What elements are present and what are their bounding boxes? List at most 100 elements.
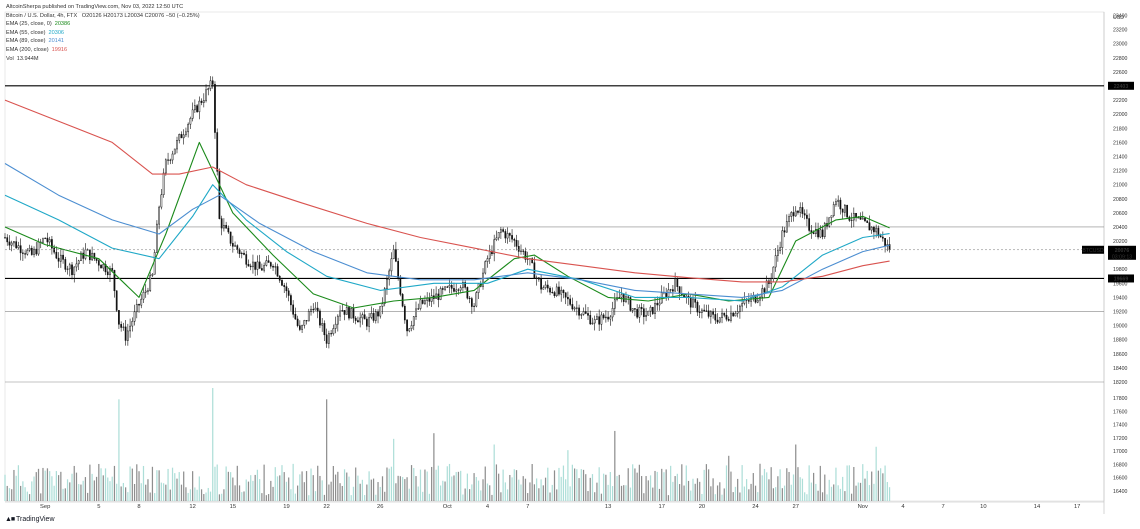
volume-bar	[227, 471, 229, 501]
volume-bar	[413, 468, 415, 501]
tradingview-brand[interactable]: ▲■ TradingView	[5, 516, 55, 523]
candle-body	[763, 288, 766, 293]
time-tick-label: Nov	[858, 504, 868, 510]
volume-bar	[556, 489, 558, 501]
candle-body	[707, 310, 710, 317]
candle-body	[303, 320, 306, 326]
volume-bar	[187, 492, 189, 501]
volume-bar	[477, 480, 480, 501]
price-tick-label: 20200	[1113, 239, 1128, 245]
volume-bar	[502, 469, 504, 501]
candle-body	[247, 264, 250, 267]
candle-body	[176, 139, 178, 150]
volume-bar	[518, 479, 520, 501]
ema-line	[4, 141, 890, 309]
candle-body	[269, 262, 272, 267]
candle-body	[884, 237, 886, 247]
legend-row[interactable]: EMA (25, close, 0) 20386	[6, 20, 200, 29]
volume-bar	[31, 481, 33, 501]
candle-body	[249, 265, 252, 268]
candle-body	[227, 227, 230, 233]
volume-bar	[22, 481, 24, 501]
candle-body	[830, 215, 833, 218]
volume-bar	[573, 468, 576, 501]
volume-bar	[745, 479, 748, 501]
volume-bar	[372, 478, 375, 501]
candle-body	[774, 255, 777, 268]
volume-bar	[495, 464, 498, 501]
price-tick-label: 21000	[1113, 183, 1128, 189]
volume-bar	[685, 465, 687, 501]
candle-body	[522, 250, 525, 252]
volume-bar	[451, 476, 453, 501]
volume-bar	[754, 485, 757, 501]
volume-bar	[341, 485, 343, 501]
volume-bar	[457, 471, 460, 501]
candle-body	[290, 295, 292, 306]
candle-body	[171, 153, 174, 161]
candle-body	[555, 286, 558, 296]
candle-body	[30, 247, 33, 255]
ema-line	[4, 184, 890, 302]
volume-bar	[42, 467, 44, 501]
volume-bar	[185, 487, 187, 501]
volume-bar	[806, 494, 808, 501]
legend-row[interactable]: EMA (89, close) 20141	[6, 37, 200, 46]
volume-bar	[352, 486, 355, 501]
volume-bar	[368, 471, 370, 501]
volume-bar	[167, 468, 169, 501]
legend-row[interactable]: EMA (200, close) 19916	[6, 46, 200, 55]
candle-body	[216, 132, 219, 172]
volume-bar	[218, 494, 221, 501]
volume-bar	[377, 482, 379, 501]
candle-body	[164, 159, 167, 174]
time-tick-label: 8	[137, 504, 140, 510]
volume-bar	[578, 478, 580, 501]
volume-bar	[17, 465, 20, 501]
volume-bar	[156, 470, 158, 501]
volume-bar	[538, 488, 540, 501]
volume-bar	[656, 471, 658, 501]
candle-body	[812, 232, 815, 234]
volume-bar	[410, 465, 413, 501]
candle-body	[363, 314, 366, 320]
legend-row[interactable]: EMA (55, close) 20306	[6, 29, 200, 38]
candle-body	[345, 307, 348, 315]
volume-bar	[721, 494, 723, 501]
candle-body	[450, 285, 453, 289]
candle-body	[274, 266, 277, 268]
candle-body	[374, 311, 377, 321]
volume-bar	[544, 477, 547, 501]
volume-bar	[741, 465, 743, 501]
volume-bar	[596, 482, 598, 501]
candle-body	[395, 249, 397, 262]
volume-bar	[207, 487, 209, 501]
time-tick-label: 19	[283, 504, 289, 510]
volume-bar	[520, 484, 522, 501]
volume-bar	[20, 485, 22, 501]
candle-body	[540, 279, 542, 290]
volume-bar	[616, 476, 618, 501]
candle-body	[417, 308, 420, 310]
legend-row[interactable]: Vol 13.944M	[6, 55, 200, 64]
candle-body	[359, 317, 362, 323]
volume-bar	[232, 477, 234, 501]
volume-bar	[837, 485, 839, 501]
volume-bar	[247, 481, 250, 501]
volume-bar	[875, 446, 877, 501]
volume-bar	[303, 482, 305, 501]
volume-bar	[565, 479, 567, 501]
candle-body	[214, 84, 216, 133]
candle-body	[589, 315, 592, 325]
volume-bar	[687, 480, 690, 501]
candle-body	[508, 233, 511, 236]
volume-bar	[346, 472, 348, 501]
volume-bar	[299, 474, 301, 501]
volume-bar	[87, 492, 89, 501]
candle-body	[587, 313, 589, 316]
volume-bar	[618, 474, 620, 501]
candle-body	[80, 252, 82, 262]
candle-body	[506, 233, 509, 239]
candle-body	[870, 226, 873, 231]
